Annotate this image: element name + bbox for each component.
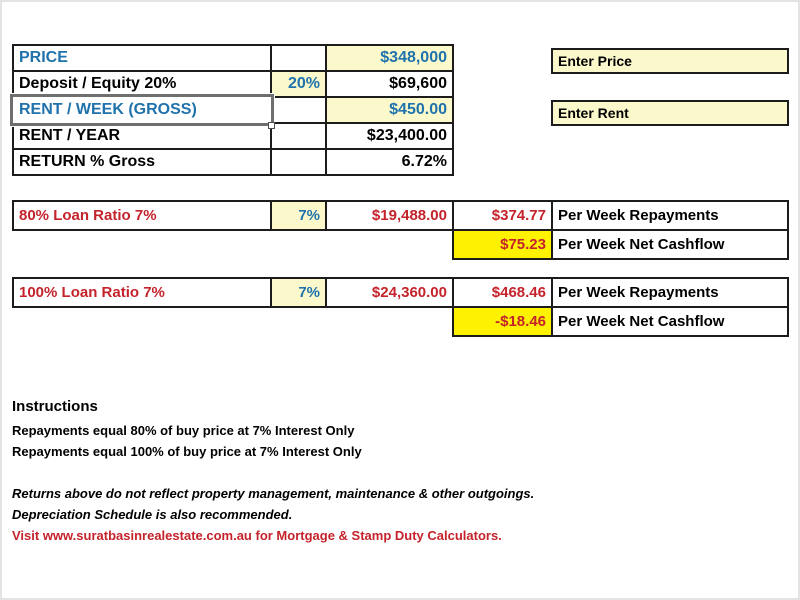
cell-return-value[interactable]: 6.72% [325,148,454,176]
loan100-label-cell[interactable]: 100% Loan Ratio 7% [12,277,272,308]
loan100-rate-cell[interactable]: 7% [270,277,327,308]
cell-price-value[interactable]: $348,000 [325,44,454,72]
cell-price-label[interactable]: PRICE [12,44,272,72]
disclaimer-outgoings: Returns above do not reflect property ma… [12,486,535,501]
instructions-heading: Instructions [12,398,98,415]
loan100-weekly-cell[interactable]: $468.46 [452,277,553,308]
loan80-net-cell[interactable]: $75.23 [452,229,553,260]
loan80-label-cell[interactable]: 80% Loan Ratio 7% [12,200,272,231]
cell-rent-year-value[interactable]: $23,400.00 [325,122,454,150]
cell-rent-week-value[interactable]: $450.00 [325,96,454,124]
cell-deposit-value[interactable]: $69,600 [325,70,454,98]
cell-rent-year-label[interactable]: RENT / YEAR [12,122,272,150]
loan100-net-cell[interactable]: -$18.46 [452,306,553,337]
loan80-net-label-cell[interactable]: Per Week Net Cashflow [551,229,789,260]
cell-return-label[interactable]: RETURN % Gross [12,148,272,176]
instruction-line-100: Repayments equal 100% of buy price at 7%… [12,444,362,459]
cell-rent-week-label[interactable]: RENT / WEEK (GROSS) [12,96,272,124]
loan100-weekly-label-cell[interactable]: Per Week Repayments [551,277,789,308]
loan80-weekly-label-cell[interactable]: Per Week Repayments [551,200,789,231]
cell-rent-week-percent[interactable] [270,96,327,124]
enter-price-box[interactable]: Enter Price [551,48,789,74]
cell-deposit-label[interactable]: Deposit / Equity 20% [12,70,272,98]
loan100-net-label-cell[interactable]: Per Week Net Cashflow [551,306,789,337]
cell-price-percent[interactable] [270,44,327,72]
loan80-annual-cell[interactable]: $19,488.00 [325,200,454,231]
instruction-line-80: Repayments equal 80% of buy price at 7% … [12,423,355,438]
fill-handle[interactable] [268,122,275,129]
enter-rent-box[interactable]: Enter Rent [551,100,789,126]
disclaimer-depreciation: Depreciation Schedule is also recommende… [12,507,293,522]
cell-rent-year-percent[interactable] [270,122,327,150]
cell-deposit-percent[interactable]: 20% [270,70,327,98]
loan80-rate-cell[interactable]: 7% [270,200,327,231]
website-link-line[interactable]: Visit www.suratbasinrealestate.com.au fo… [12,528,502,543]
loan100-annual-cell[interactable]: $24,360.00 [325,277,454,308]
cell-return-percent[interactable] [270,148,327,176]
loan80-weekly-cell[interactable]: $374.77 [452,200,553,231]
